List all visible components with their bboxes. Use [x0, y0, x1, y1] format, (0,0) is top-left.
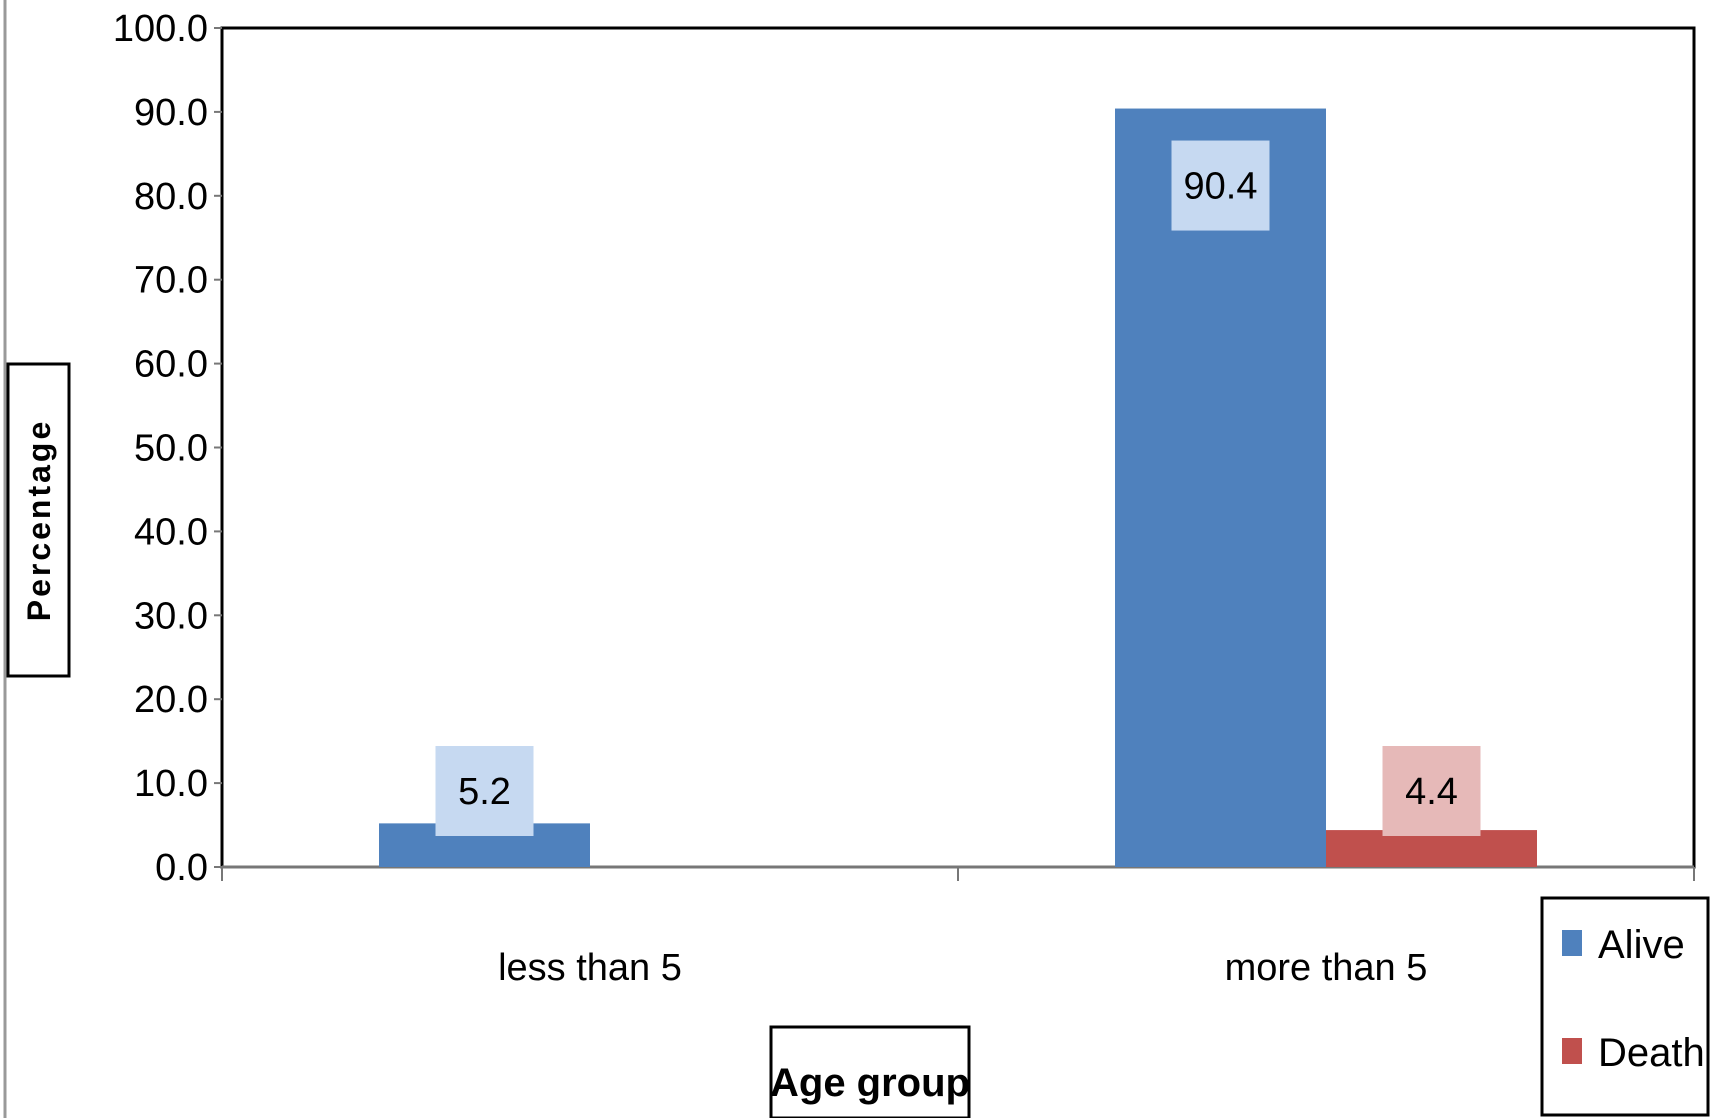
bars	[379, 108, 1537, 867]
x-axis: less than 5 more than 5	[221, 865, 1695, 989]
y-tick-label: 30.0	[134, 595, 208, 637]
y-tick-label: 50.0	[134, 428, 208, 470]
legend-swatch-alive	[1562, 930, 1582, 956]
data-label: 4.4	[1405, 771, 1458, 813]
data-label: 5.2	[458, 771, 511, 813]
y-tick-label: 40.0	[134, 511, 208, 553]
legend-label-alive: Alive	[1598, 923, 1685, 967]
data-label-box	[435, 746, 534, 836]
y-tick-label: 0.0	[155, 847, 208, 889]
x-axis-title-text: Age group	[770, 1061, 970, 1105]
y-tick-label: 70.0	[134, 260, 208, 302]
legend: Alive Death	[1540, 896, 1710, 1117]
data-label-box	[1171, 140, 1270, 231]
y-tick-label: 100.0	[113, 8, 208, 50]
legend-swatch-death	[1562, 1038, 1582, 1064]
legend-label-death: Death	[1598, 1031, 1705, 1075]
data-labels: 5.2 90.4 4.4	[435, 140, 1481, 836]
y-tick-label: 80.0	[134, 176, 208, 218]
x-category-label: more than 5	[1225, 947, 1428, 989]
bar-death	[1326, 830, 1537, 867]
x-category-label: less than 5	[498, 947, 682, 989]
y-axis-title-text: Percentage	[21, 419, 57, 622]
data-label: 90.4	[1184, 166, 1258, 208]
y-tick-label: 60.0	[134, 344, 208, 386]
data-label-box	[1382, 746, 1481, 836]
y-tick-label: 90.0	[134, 92, 208, 134]
y-axis: 0.0 10.0 20.0 30.0 40.0 50.0 60.0 70.0 80.0 90.0 1…	[113, 8, 222, 889]
y-tick-label: 20.0	[134, 679, 208, 721]
bar-alive	[1115, 108, 1326, 867]
y-tick-label: 10.0	[134, 763, 208, 805]
y-axis-title: Percentage	[6, 362, 71, 678]
plot-area	[220, 26, 1696, 869]
x-axis-title: Age group	[769, 1025, 971, 1118]
